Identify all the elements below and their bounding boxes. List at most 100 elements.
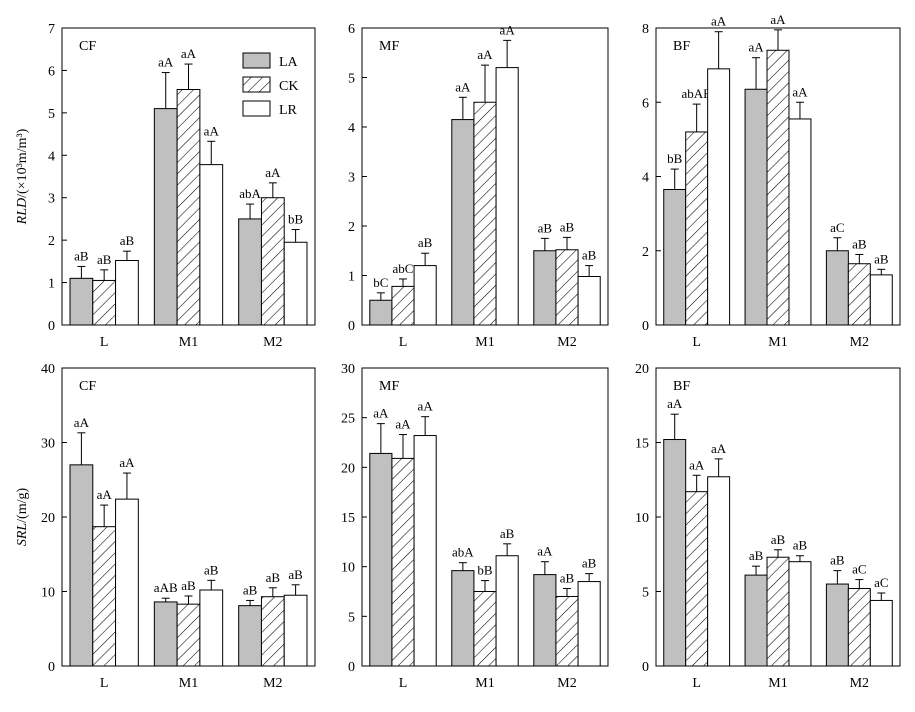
bar-la bbox=[153, 108, 178, 326]
bar-ck bbox=[555, 595, 579, 667]
y-tick-label: 40 bbox=[41, 362, 55, 377]
significance-label: aB bbox=[74, 248, 89, 263]
x-tick-label: M1 bbox=[179, 335, 198, 350]
significance-label: aB bbox=[874, 251, 889, 266]
y-tick-label: 8 bbox=[642, 22, 649, 37]
significance-label: aC bbox=[874, 575, 888, 590]
x-tick-label: L bbox=[399, 335, 408, 350]
significance-label: aC bbox=[830, 220, 844, 235]
legend-swatch-la bbox=[242, 52, 271, 69]
y-tick-label: 30 bbox=[341, 362, 355, 377]
x-tick-label: M2 bbox=[850, 676, 869, 691]
significance-label: aB bbox=[749, 548, 764, 563]
significance-label: aB bbox=[243, 582, 258, 597]
bar-lr bbox=[788, 118, 812, 326]
significance-label: aA bbox=[792, 84, 808, 99]
bar-lr bbox=[495, 555, 519, 667]
significance-label: aB bbox=[830, 553, 845, 568]
y-tick-label: 2 bbox=[48, 234, 55, 249]
bar-la bbox=[369, 299, 393, 326]
y-tick-label: 0 bbox=[348, 660, 355, 675]
bar-la bbox=[533, 250, 557, 326]
y-axis-title-unit: /(×10³m/m³) bbox=[15, 128, 30, 198]
significance-label: aA bbox=[204, 123, 220, 138]
significance-label: aB bbox=[266, 570, 281, 585]
bar-ck bbox=[685, 491, 709, 667]
y-axis-title-symbol: SRL bbox=[15, 523, 30, 547]
bar-la bbox=[238, 218, 262, 326]
y-tick-label: 2 bbox=[642, 245, 649, 260]
y-tick-label: 10 bbox=[41, 586, 55, 601]
x-tick-label: M2 bbox=[263, 676, 282, 691]
x-tick-label: M2 bbox=[850, 335, 869, 350]
bar-ck bbox=[260, 596, 285, 667]
bar-ck bbox=[766, 556, 790, 667]
significance-label: abAB bbox=[681, 86, 712, 101]
y-tick-label: 6 bbox=[348, 22, 355, 37]
y-tick-label: 20 bbox=[341, 461, 355, 476]
bar-ck bbox=[391, 457, 415, 667]
x-tick-label: L bbox=[692, 676, 701, 691]
y-tick-label: 4 bbox=[348, 121, 355, 136]
significance-label: aA bbox=[265, 165, 281, 180]
legend-label: CK bbox=[279, 79, 298, 94]
bar-ck bbox=[92, 279, 117, 326]
bar-lr bbox=[115, 260, 139, 326]
panel-label: MF bbox=[379, 39, 399, 54]
bar-ck bbox=[685, 131, 709, 326]
y-tick-label: 15 bbox=[341, 511, 355, 526]
y-tick-label: 3 bbox=[48, 192, 55, 207]
significance-label: aA bbox=[667, 396, 683, 411]
y-tick-label: 0 bbox=[642, 660, 649, 675]
significance-label: aB bbox=[793, 538, 808, 553]
significance-label: aA bbox=[455, 79, 471, 94]
bar-la bbox=[825, 250, 849, 326]
bar-la bbox=[153, 601, 178, 667]
significance-label: bC bbox=[373, 275, 388, 290]
panel-label: BF bbox=[673, 39, 690, 54]
significance-label: aA bbox=[477, 47, 493, 62]
bar-la bbox=[533, 574, 557, 667]
significance-label: aAB bbox=[154, 580, 178, 595]
bar-lr bbox=[283, 241, 308, 326]
significance-label: aA bbox=[711, 14, 727, 29]
y-tick-label: 0 bbox=[48, 660, 55, 675]
y-tick-label: 6 bbox=[48, 64, 55, 79]
y-tick-label: 10 bbox=[635, 511, 649, 526]
significance-label: aA bbox=[181, 46, 197, 61]
bar-la bbox=[744, 574, 768, 667]
bar-la bbox=[451, 570, 475, 667]
x-tick-label: L bbox=[399, 676, 408, 691]
bar-ck bbox=[766, 49, 790, 326]
x-tick-label: M2 bbox=[557, 676, 576, 691]
bar-ck bbox=[473, 101, 497, 326]
bar-ck bbox=[847, 263, 871, 326]
significance-label: aB bbox=[582, 556, 597, 571]
bar-lr bbox=[283, 594, 308, 667]
significance-label: aB bbox=[500, 526, 515, 541]
bar-ck bbox=[847, 588, 871, 667]
y-tick-label: 4 bbox=[48, 149, 55, 164]
panel-label: CF bbox=[79, 39, 96, 54]
bar-ck bbox=[473, 591, 497, 667]
x-tick-label: M1 bbox=[475, 335, 494, 350]
y-tick-label: 5 bbox=[642, 586, 649, 601]
y-tick-label: 1 bbox=[48, 277, 55, 292]
significance-label: aA bbox=[418, 399, 434, 414]
bar-lr bbox=[869, 274, 893, 326]
significance-label: bB bbox=[288, 212, 304, 227]
significance-label: aA bbox=[395, 417, 411, 432]
bar-lr bbox=[707, 68, 731, 326]
significance-label: aB bbox=[181, 578, 196, 593]
y-tick-label: 0 bbox=[348, 319, 355, 334]
x-tick-label: M2 bbox=[263, 335, 282, 350]
y-tick-label: 30 bbox=[41, 437, 55, 452]
y-tick-label: 10 bbox=[341, 561, 355, 576]
significance-label: aB bbox=[560, 219, 575, 234]
significance-label: bB bbox=[667, 151, 683, 166]
y-tick-label: 6 bbox=[642, 96, 649, 111]
significance-label: aA bbox=[74, 415, 90, 430]
significance-label: abA bbox=[239, 186, 261, 201]
